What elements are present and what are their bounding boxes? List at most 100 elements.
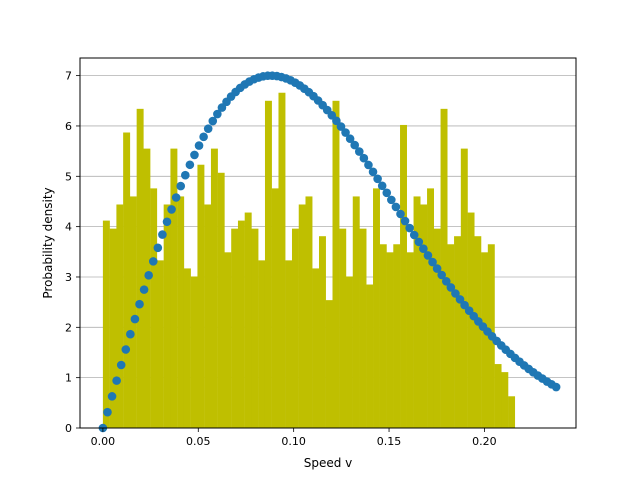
histogram-bar [379,244,387,428]
scatter-point [332,116,341,126]
scatter-point [446,283,456,292]
histogram-bar [298,204,306,428]
histogram-bar [481,252,489,428]
scatter-point [126,329,135,339]
histogram-bar [109,228,117,428]
histogram-bar [427,188,435,428]
scatter-point [194,141,204,150]
y-axis-ticks: 0 1 2 3 4 5 6 7 [65,70,80,435]
histogram-bar [102,220,110,428]
scatter-point [409,230,419,240]
scatter-point [185,160,195,170]
histogram-bar [454,236,462,428]
y-tick-label: 7 [65,70,72,83]
scatter-point [213,109,222,119]
scatter-point [382,188,392,198]
histogram-bar [183,268,191,428]
histogram-bar [406,252,414,428]
histogram-bar [467,212,475,428]
histogram-bar [244,212,252,428]
histogram-bar [494,364,502,428]
scatter-points [98,71,561,433]
scatter-point [153,243,163,253]
scatter-point [208,116,218,126]
scatter-point [116,360,126,370]
scatter-point [181,170,190,180]
scatter-point [103,407,112,417]
x-axis-ticks: 0.00 0.05 0.10 0.15 0.20 [91,428,497,448]
histogram-bar [400,124,407,428]
histogram-bar [460,148,468,428]
scatter-point [350,140,360,150]
histogram-bar [116,204,124,428]
scatter-point [455,295,465,304]
scatter-point [217,103,227,112]
histogram-bar [393,244,401,428]
histogram-bar [312,268,320,428]
scatter-point [139,285,149,294]
histogram-bar [420,204,428,428]
scatter-point [414,237,424,247]
scatter-point [158,230,167,239]
histogram-bar [264,100,272,428]
histogram-bar [332,100,340,428]
histogram-bar [413,196,421,428]
scatter-point [423,251,433,260]
scatter-point [437,270,446,280]
histogram-bar [508,396,516,428]
histogram-bar [204,204,212,428]
histogram-bar [129,196,137,428]
scatter-point [373,174,382,184]
histogram-bar [237,220,245,428]
scatter-point [428,257,437,267]
histogram-bar [346,276,353,428]
scatter-point [135,299,144,309]
histogram-bar [339,228,347,428]
histogram-bar [373,188,380,428]
scatter-point [144,271,153,280]
axes-frame [79,57,577,429]
histogram-bar [325,300,333,428]
histogram-bar [150,188,158,428]
histogram-bar [474,236,482,428]
scatter-point [121,345,131,354]
histogram-bar [170,148,178,428]
histogram-bar [366,284,374,428]
scatter-point [387,195,396,205]
x-tick-label: 0.10 [281,435,306,448]
scatter-point [364,160,373,170]
histogram-bar [156,260,164,428]
histogram-bar [291,228,299,428]
histogram-bar [386,252,394,428]
histogram-bar [359,228,367,428]
scatter-point [203,124,213,133]
scatter-point [391,202,401,212]
scatter-point [441,276,451,286]
histogram-bar [501,372,509,428]
histogram-bar [278,92,286,429]
scatter-point [162,217,172,227]
scatter-point [377,181,387,191]
histogram-bar [197,164,205,429]
scatter-point [190,150,199,160]
x-tick-label: 0.05 [186,435,211,448]
y-tick-label: 4 [65,221,72,234]
histogram-bar [177,196,185,428]
histogram-bar [318,236,326,428]
y-tick-label: 1 [65,372,72,385]
scatter-point [400,216,410,226]
scatter-point [336,122,346,131]
scatter-point [396,209,405,219]
scatter-point [148,257,158,266]
histogram-bar [217,172,225,428]
x-tick-label: 0.20 [472,435,497,448]
histogram-bar [440,108,448,428]
histogram-bar [231,228,239,428]
scatter-point [432,264,442,273]
x-tick-label: 0.15 [377,435,402,448]
scatter-point [176,181,186,191]
histogram-bar [271,188,279,428]
scatter-point [167,205,176,214]
scatter-point [112,376,121,385]
